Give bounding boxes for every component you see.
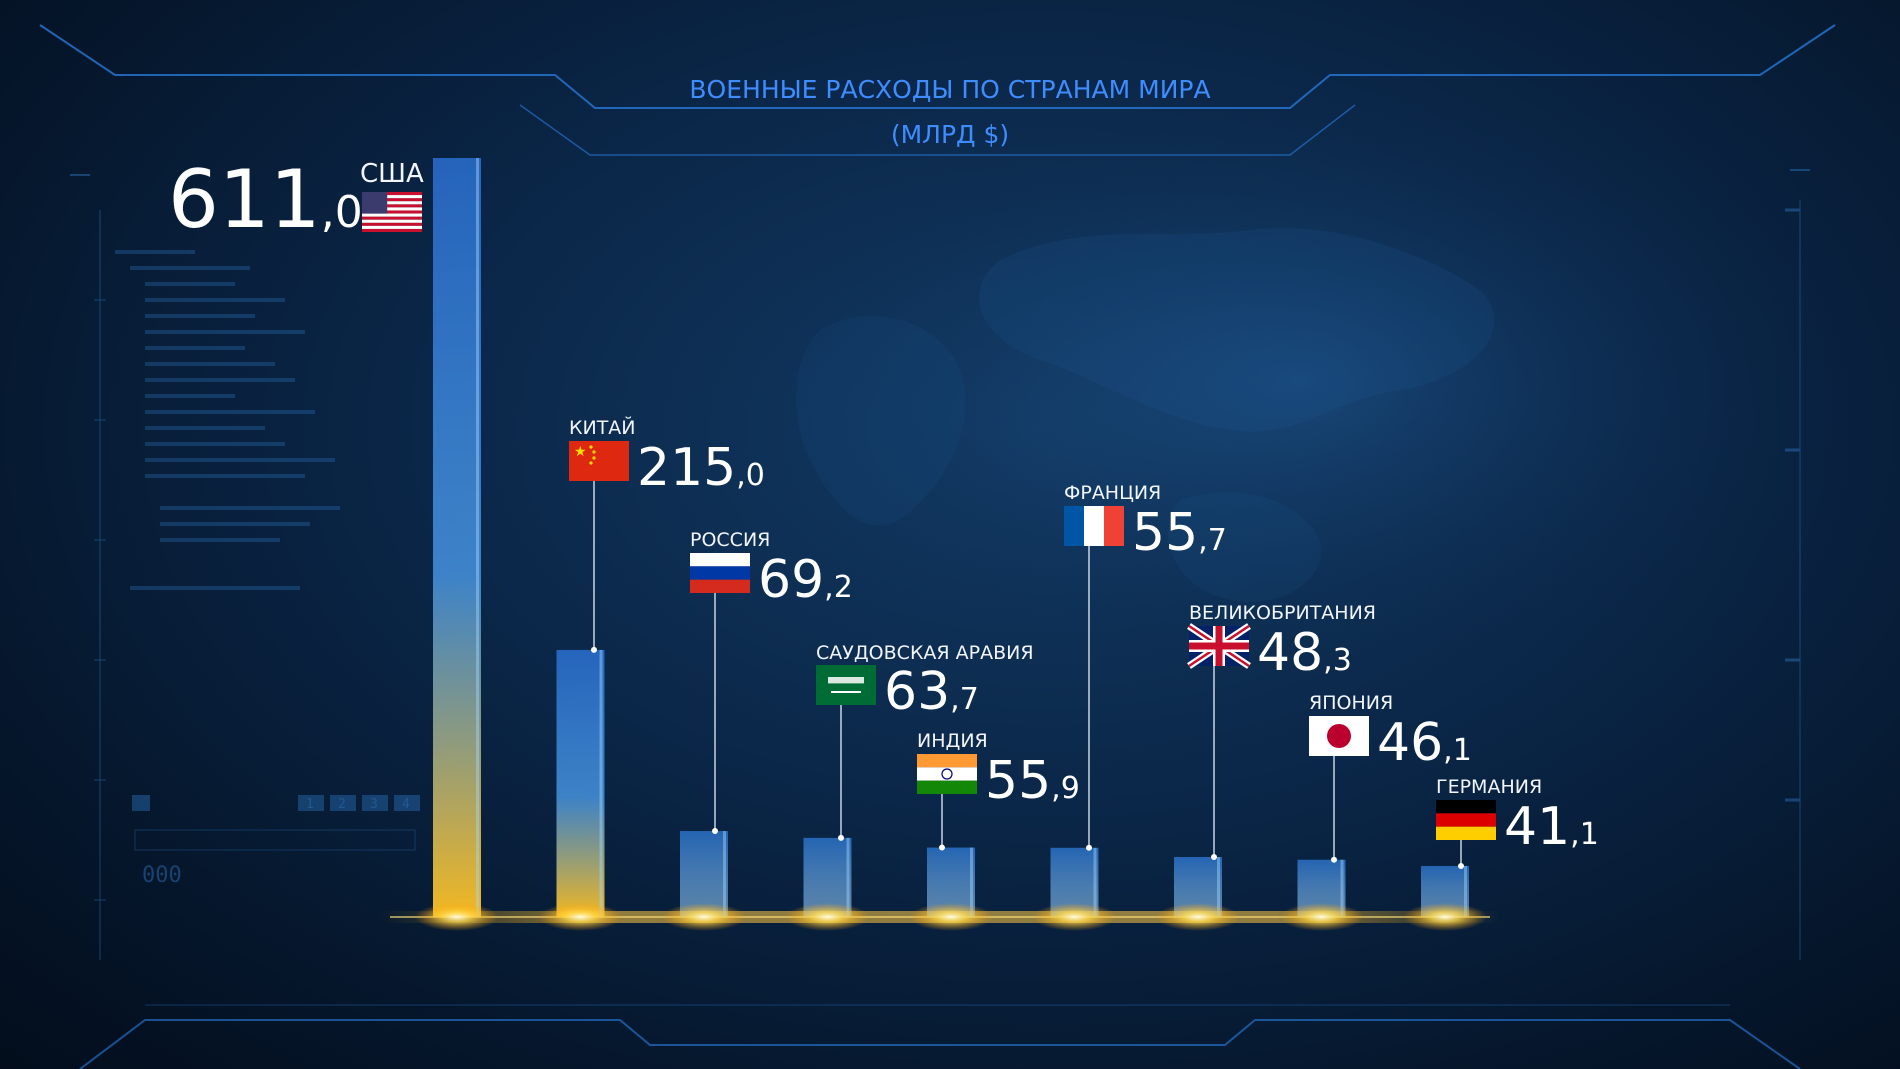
saudi-arabia-flag	[816, 665, 876, 705]
bar-glow	[1032, 903, 1117, 931]
svg-text:★: ★	[574, 444, 587, 460]
india-flag	[917, 754, 977, 794]
category-label: КИТАЙ	[569, 416, 636, 439]
chart-title: ВОЕННЫЕ РАСХОДЫ ПО СТРАНАМ МИРА	[689, 75, 1210, 104]
data-label: 41,1	[1504, 797, 1599, 857]
russia-flag	[690, 553, 750, 593]
data-label: 215,0	[637, 438, 765, 498]
label-pole-dot	[1331, 856, 1337, 863]
left-scale	[70, 174, 106, 960]
data-label: 46,1	[1377, 713, 1472, 773]
category-label: ИНДИЯ	[917, 730, 988, 752]
germany-flag	[1436, 800, 1496, 840]
continent-shape-2	[796, 315, 966, 526]
bar-highlight	[1340, 859, 1344, 917]
category-label: ФРАНЦИЯ	[1064, 482, 1161, 504]
bar-glow	[1156, 903, 1240, 931]
tab-number: 2	[338, 797, 346, 812]
code-lines	[115, 250, 340, 590]
bar-highlight	[1464, 865, 1467, 917]
china-flag: ★	[569, 441, 629, 481]
bar	[680, 831, 728, 917]
label-pole-dot	[939, 844, 945, 851]
bar-highlight	[599, 649, 603, 917]
category-label: РОССИЯ	[690, 529, 770, 551]
right-scale	[1785, 169, 1810, 960]
label-pole-dot	[838, 834, 844, 841]
category-label: САУДОВСКАЯ АРАВИЯ	[816, 642, 1034, 664]
tab-number: 1	[306, 797, 314, 812]
bar-highlight	[846, 837, 850, 917]
label-pole-dot	[712, 828, 718, 835]
bar-glow	[1279, 903, 1364, 931]
tab-number: 4	[402, 797, 410, 812]
category-label: ГЕРМАНИЯ	[1436, 776, 1542, 798]
continent-shape-3	[1168, 492, 1322, 602]
continent-shape	[979, 228, 1495, 432]
data-label: 55,9	[985, 751, 1080, 811]
japan-flag	[1309, 716, 1369, 756]
label-pole-dot	[591, 646, 597, 653]
decor-tabs: 1 2 3 4 000	[132, 795, 420, 888]
usa-flag	[362, 192, 422, 232]
france-flag	[1064, 506, 1124, 546]
top-frame-inner	[519, 104, 1356, 156]
bar-glow	[415, 903, 499, 931]
top-frame	[39, 24, 1836, 109]
data-label: 611,0	[168, 153, 363, 246]
bar-highlight	[1217, 857, 1220, 917]
category-label: ЯПОНИЯ	[1309, 692, 1393, 714]
bar	[556, 649, 605, 917]
decor-counter: 000	[142, 863, 182, 888]
bar-glow	[1403, 903, 1487, 931]
category-label: ВЕЛИКОБРИТАНИЯ	[1189, 602, 1376, 624]
category-label: США	[360, 159, 424, 189]
bottom-frame	[79, 1019, 1801, 1069]
data-label: 69,2	[758, 550, 853, 610]
background-decor: 1 2 3 4 000	[39, 24, 1860, 1069]
tab-number: 3	[370, 797, 378, 812]
bar-glow	[909, 903, 993, 931]
label-pole-dot	[1458, 862, 1464, 869]
bar-highlight	[723, 831, 726, 917]
label-pole-dot	[1086, 844, 1092, 851]
chart-subtitle: (МЛРД $)	[891, 120, 1009, 149]
bar-highlight	[476, 158, 479, 917]
data-label: 63,7	[884, 662, 979, 722]
bar-highlight	[970, 847, 973, 917]
bar-glow	[785, 903, 870, 931]
uk-flag	[1187, 623, 1251, 669]
world-map-glow	[740, 80, 1860, 680]
bar-glow	[538, 903, 623, 931]
data-label: 48,3	[1257, 623, 1352, 683]
bar	[433, 158, 481, 917]
bar-glow	[662, 903, 746, 931]
label-pole-dot	[1211, 854, 1217, 861]
bar-highlight	[1093, 847, 1097, 917]
bars-layer	[415, 158, 1487, 931]
data-label: 55,7	[1132, 503, 1227, 563]
